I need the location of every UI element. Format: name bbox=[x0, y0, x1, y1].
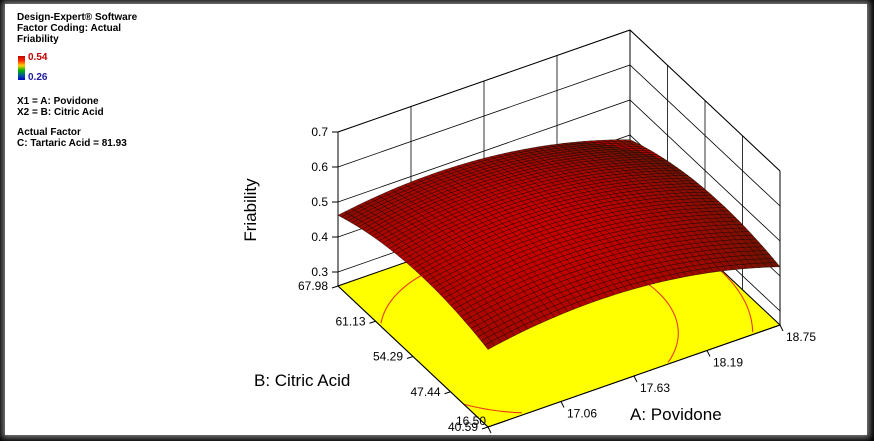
grid-line bbox=[337, 64, 781, 207]
y-tick-mark bbox=[481, 426, 489, 430]
x-tick-mark bbox=[633, 375, 638, 383]
y-tick-mark bbox=[331, 285, 339, 289]
x-tick-label: 18.75 bbox=[786, 330, 816, 344]
factor-x1: X1 = A: Povidone bbox=[17, 96, 99, 107]
actual-factor: Actual Factor C: Tartaric Acid = 81.93 bbox=[17, 127, 127, 149]
y-tick-label: 67.98 bbox=[298, 279, 328, 293]
x-tick-label: 17.06 bbox=[567, 407, 597, 421]
x-tick-label: 18.19 bbox=[713, 356, 743, 370]
x-tick-mark bbox=[779, 324, 784, 332]
software-label: Design-Expert® Software bbox=[17, 12, 138, 23]
actual-factor-value: C: Tartaric Acid = 81.93 bbox=[17, 138, 127, 149]
z-tick-label: 0.4 bbox=[311, 230, 328, 244]
response-name-label: Friability bbox=[17, 34, 59, 45]
legend-max-value: 0.54 bbox=[28, 52, 48, 63]
factor-list: X1 = A: Povidone X2 = B: Citric Acid bbox=[17, 96, 104, 118]
y-tick-mark bbox=[406, 356, 414, 359]
x-tick-mark bbox=[706, 350, 711, 357]
z-tick-label: 0.6 bbox=[311, 160, 328, 174]
z-tick-label: 0.5 bbox=[311, 195, 328, 209]
grid-line bbox=[337, 29, 781, 172]
surface-cell bbox=[484, 341, 495, 350]
y-tick-label: 40.59 bbox=[448, 420, 478, 434]
y-tick-label: 47.44 bbox=[410, 385, 440, 399]
color-legend-bar bbox=[18, 56, 25, 80]
x-tick-label: 16.50 bbox=[456, 414, 486, 428]
x-axis-label: A: Povidone bbox=[630, 405, 722, 424]
z-axis-label: Friability bbox=[241, 178, 260, 242]
y-axis-label: B: Citric Acid bbox=[254, 371, 350, 390]
factor-coding-label: Factor Coding: Actual bbox=[17, 23, 122, 34]
legend-min-value: 0.26 bbox=[28, 72, 48, 83]
x-tick-mark bbox=[487, 426, 492, 434]
z-tick-label: 0.3 bbox=[311, 265, 328, 279]
grid-line bbox=[337, 99, 781, 242]
factor-x2: X2 = B: Citric Acid bbox=[17, 107, 104, 118]
info-panel: Design-Expert® Software Factor Coding: A… bbox=[17, 12, 137, 45]
axis-ticks: 0.3 0.4 0.5 0.6 0.7 40.59 47.44 54.29 61.13 67.98… bbox=[298, 125, 816, 434]
actual-factor-title: Actual Factor bbox=[17, 127, 81, 138]
z-tick-label: 0.7 bbox=[311, 125, 328, 139]
y-tick-label: 61.13 bbox=[335, 314, 365, 328]
response-surface bbox=[337, 139, 781, 350]
x-tick-mark bbox=[560, 401, 565, 408]
y-tick-mark bbox=[444, 391, 451, 395]
x-tick-label: 17.63 bbox=[640, 381, 670, 395]
y-tick-mark bbox=[369, 320, 376, 324]
y-tick-label: 54.29 bbox=[373, 350, 403, 364]
